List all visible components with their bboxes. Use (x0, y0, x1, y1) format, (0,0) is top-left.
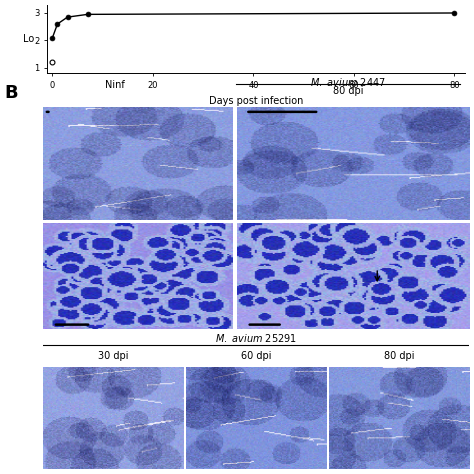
Text: 80 dpi: 80 dpi (383, 351, 414, 361)
Text: $\it{M.\ avium}$ 25291: $\it{M.\ avium}$ 25291 (215, 332, 297, 344)
Y-axis label: Lo: Lo (23, 34, 35, 44)
Text: $\it{M.\ avium}$ 2447: $\it{M.\ avium}$ 2447 (310, 76, 386, 88)
Text: B: B (5, 84, 18, 102)
Text: 80 dpi: 80 dpi (333, 86, 364, 96)
X-axis label: Days post infection: Days post infection (209, 96, 303, 106)
Text: 30 dpi: 30 dpi (98, 351, 128, 361)
Text: 60 dpi: 60 dpi (241, 351, 271, 361)
Text: Ninf: Ninf (105, 81, 125, 91)
